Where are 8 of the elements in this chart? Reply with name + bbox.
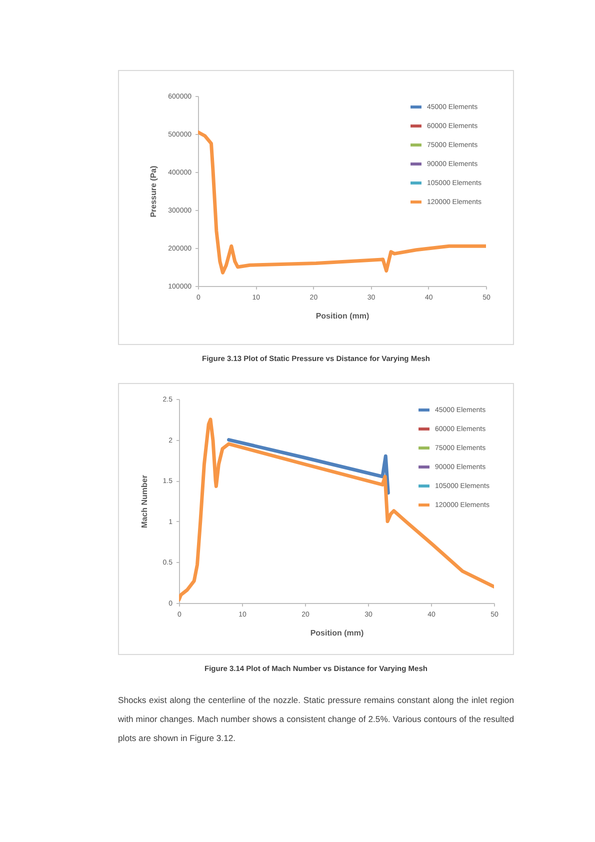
- x-axis-title: Position (mm): [310, 628, 364, 638]
- y-axis-title: Pressure (Pa): [149, 165, 158, 218]
- line-series: [227, 438, 390, 495]
- line-series: [179, 418, 494, 602]
- x-axis-title: Position (mm): [316, 312, 370, 320]
- text: Shocks exist along the centerline of the nozzle. Static pressure remains constant along the inlet region with minor changes. Mach number shows a consistent change of 2.5%. Various contours of the resulted plots are shown in Figure 3.12.: [118, 694, 514, 745]
- y-axis-title: Mach Number: [140, 475, 149, 528]
- line-series: [198, 130, 486, 274]
